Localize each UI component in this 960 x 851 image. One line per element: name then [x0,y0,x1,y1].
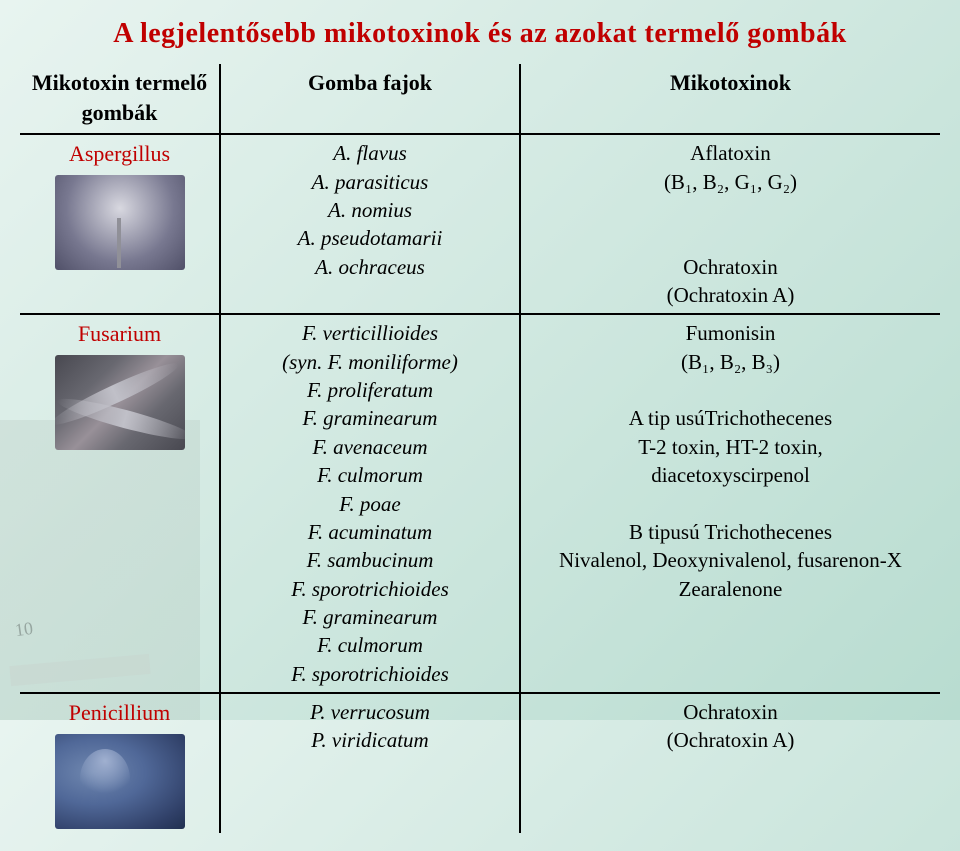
species-item: F. verticillioides [231,319,509,347]
toxin-line: (Ochratoxin A) [531,281,930,309]
mycotoxin-table: Mikotoxin termelő gombák Gomba fajok Mik… [20,64,940,833]
toxin-cell: Fumonisin (B₁, B₂, B₃) A tip usúTrichoth… [520,314,940,692]
table-row: Aspergillus A. flavus A. parasiticus A. … [20,134,940,314]
penicillium-image [55,734,185,829]
toxin-line: Nivalenol, Deoxynivalenol, fusarenon-X [531,546,930,574]
toxin-line: Fumonisin [531,319,930,347]
species-item: F. culmorum [231,631,509,659]
genus-label: Fusarium [78,321,161,346]
toxin-line: Aflatoxin [531,139,930,167]
species-item: P. viridicatum [231,726,509,754]
toxin-line [531,196,930,224]
toxin-line [531,490,930,518]
toxin-line: Ochratoxin [531,253,930,281]
header-species: Gomba fajok [220,64,520,134]
genus-label: Penicillium [69,700,170,725]
species-item: (syn. F. moniliforme) [231,348,509,376]
species-cell: F. verticillioides (syn. F. moniliforme)… [220,314,520,692]
toxin-line: T-2 toxin, HT-2 toxin, [531,433,930,461]
toxin-cell: Ochratoxin (Ochratoxin A) [520,693,940,833]
genus-cell: Penicillium [20,693,220,833]
species-item: F. avenaceum [231,433,509,461]
table-row: Fusarium F. verticillioides (syn. F. mon… [20,314,940,692]
species-item: A. parasiticus [231,168,509,196]
species-item: F. graminearum [231,603,509,631]
toxin-line: (Ochratoxin A) [531,726,930,754]
species-item: F. sporotrichioides [231,575,509,603]
aspergillus-image [55,175,185,270]
species-item: A. pseudotamarii [231,224,509,252]
genus-cell: Fusarium [20,314,220,692]
header-toxins: Mikotoxinok [520,64,940,134]
toxin-line: diacetoxyscirpenol [531,461,930,489]
species-item: F. graminearum [231,404,509,432]
toxin-line: (B₁, B₂, B₃) [531,348,930,376]
table-header-row: Mikotoxin termelő gombák Gomba fajok Mik… [20,64,940,134]
species-item: F. culmorum [231,461,509,489]
toxin-line: Ochratoxin [531,698,930,726]
species-item: A. ochraceus [231,253,509,281]
species-item: F. acuminatum [231,518,509,546]
species-item: A. nomius [231,196,509,224]
species-item: F. sambucinum [231,546,509,574]
species-cell: A. flavus A. parasiticus A. nomius A. ps… [220,134,520,314]
genus-cell: Aspergillus [20,134,220,314]
species-item: F. poae [231,490,509,518]
toxin-line [531,376,930,404]
slide-content: A legjelentősebb mikotoxinok és az azoka… [0,0,960,851]
toxin-line: (B₁, B₂, G₁, G₂) [531,168,930,196]
toxin-line: B tipusú Trichothecenes [531,518,930,546]
species-item: F. proliferatum [231,376,509,404]
toxin-line: Zearalenone [531,575,930,603]
header-genus: Mikotoxin termelő gombák [20,64,220,134]
species-item: F. sporotrichioides [231,660,509,688]
species-cell: P. verrucosum P. viridicatum [220,693,520,833]
genus-label: Aspergillus [69,141,170,166]
species-item: A. flavus [231,139,509,167]
table-row: Penicillium P. verrucosum P. viridicatum… [20,693,940,833]
toxin-line: A tip usúTrichothecenes [531,404,930,432]
fusarium-image [55,355,185,450]
slide-title: A legjelentősebb mikotoxinok és az azoka… [20,18,940,50]
species-item: P. verrucosum [231,698,509,726]
toxin-line [531,224,930,252]
toxin-cell: Aflatoxin (B₁, B₂, G₁, G₂) Ochratoxin (O… [520,134,940,314]
